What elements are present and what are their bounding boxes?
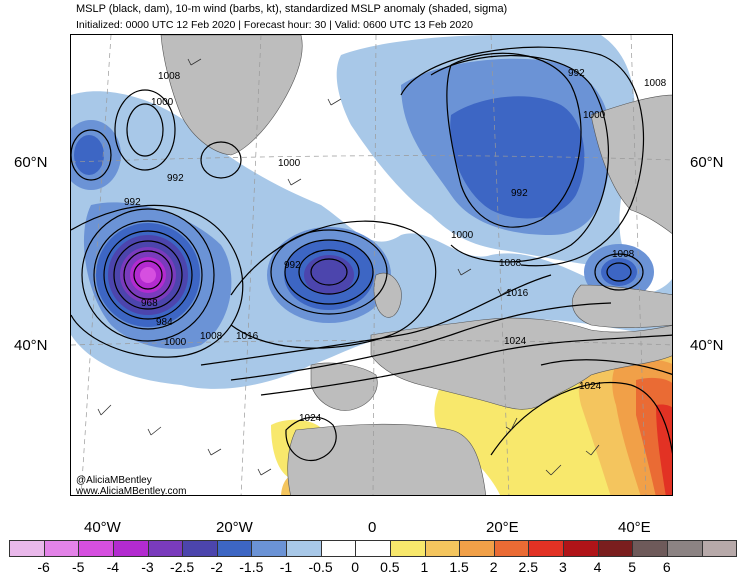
colorbar-tick-label: 3 (558, 559, 567, 575)
colorbar-tick-label: 5 (628, 559, 637, 575)
colorbar-tick-label: -2.5 (170, 559, 195, 575)
lat-label-left-60n: 60°N (14, 154, 48, 171)
lon-label-40e: 40°E (618, 519, 651, 536)
credit-handle: @AliciaMBentley (76, 475, 152, 486)
colorbar-swatch (9, 540, 45, 557)
map-title: MSLP (black, dam), 10-m wind (barbs, kt)… (76, 3, 508, 15)
colorbar-tick-label: 2 (489, 559, 498, 575)
isobar-label: 992 (284, 260, 301, 271)
colorbar-tick-label: -1.5 (239, 559, 264, 575)
colorbar-swatch (355, 540, 391, 557)
colorbar-swatch (424, 540, 461, 557)
lon-label-20e: 20°E (486, 519, 519, 536)
lat-label-right-60n: 60°N (690, 154, 724, 171)
isobar-label: 992 (124, 197, 141, 208)
isobar-label: 1008 (499, 258, 522, 269)
colorbar-swatch (632, 540, 668, 557)
britain (373, 272, 402, 318)
lat-label-left-40n: 40°N (14, 337, 48, 354)
colorbar-swatch (459, 540, 495, 557)
colorbar-swatch (389, 540, 426, 557)
isobar-label: 1016 (506, 288, 529, 299)
credit-text: @AliciaMBentley www.AliciaMBentley.com (76, 475, 186, 497)
wind-barbs (97, 58, 600, 476)
colorbar-tick-label: -4 (106, 559, 120, 575)
isobar-label: 1024 (299, 413, 322, 424)
isobar-label: 1008 (612, 249, 635, 260)
colorbar-swatch (216, 540, 253, 557)
isobar-label: 1008 (158, 71, 181, 82)
greenland (160, 35, 303, 156)
colorbar-swatch (320, 540, 357, 557)
iberia (310, 362, 378, 411)
colorbar-tick-label: -6 (37, 559, 50, 575)
isobar-label: 1000 (151, 97, 174, 108)
colorbar-tick-label: 2.5 (518, 559, 539, 575)
colorbar-tick-label: 6 (662, 559, 671, 575)
land-masses (160, 35, 672, 495)
isobar-label: 992 (511, 188, 528, 199)
isobar-label: 1016 (236, 331, 259, 342)
colorbar-swatch (666, 540, 703, 557)
isobar-label: 968 (141, 298, 158, 309)
isobar-label: 992 (167, 173, 184, 184)
map-subtitle: Initialized: 0000 UTC 12 Feb 2020 | Fore… (76, 19, 473, 31)
colorbar-swatch (493, 540, 530, 557)
credit-website: www.AliciaMBentley.com (76, 486, 187, 497)
isobar-label: 1008 (644, 78, 667, 89)
colorbar-swatch (251, 540, 287, 557)
colorbar (9, 540, 738, 557)
colorbar-swatch (78, 540, 114, 557)
lon-label-40w: 40°W (84, 519, 121, 536)
isobar-label: 1000 (278, 158, 301, 169)
isobar-label: 1024 (579, 381, 602, 392)
russia-south (572, 284, 672, 329)
europe-central (370, 317, 672, 410)
colorbar-swatch (563, 540, 599, 557)
isobar-label: 984 (156, 317, 173, 328)
colorbar-swatch (597, 540, 634, 557)
isobar-label: 1000 (451, 230, 474, 241)
colorbar-tick-label: -3 (141, 559, 154, 575)
north-africa-west (287, 423, 487, 495)
isobar-label: 992 (568, 68, 585, 79)
colorbar-swatch (528, 540, 564, 557)
colorbar-swatch (112, 540, 149, 557)
lon-label-0: 0 (368, 519, 377, 536)
colorbar-tick-label: -1 (279, 559, 293, 575)
colorbar-swatch (182, 540, 218, 557)
colorbar-swatch (147, 540, 184, 557)
colorbar-tick-label: 4 (593, 559, 602, 575)
lon-label-20w: 20°W (216, 519, 253, 536)
isobars (71, 46, 672, 461)
lat-label-right-40n: 40°N (690, 337, 724, 354)
colorbar-tick-label: 0 (351, 559, 360, 575)
map-canvas (71, 35, 672, 495)
isobar-label: 1000 (164, 337, 187, 348)
colorbar-swatch (286, 540, 322, 557)
map-panel: 1008 1000 992 992 1000 992 968 984 1000 … (70, 34, 673, 496)
isobar-label: 1000 (583, 110, 606, 121)
isobar-label: 1024 (504, 336, 527, 347)
colorbar-swatch (43, 540, 80, 557)
colorbar-tick-label: -2 (210, 559, 223, 575)
colorbar-tick-label: -0.5 (308, 559, 333, 575)
colorbar-tick-label: 0.5 (380, 559, 400, 575)
colorbar-tick-labels: -6 -5 -4 -3 -2.5 -2 -1.5 -1 -0.5 0 0.5 1 1.5 2 2.5 3 4 5 6 (0, 559, 753, 577)
colorbar-tick-label: -5 (72, 559, 85, 575)
isobar-label: 1008 (200, 331, 223, 342)
colorbar-tick-label: 1.5 (449, 559, 469, 575)
colorbar-tick-label: 1 (420, 559, 429, 575)
colorbar-swatch (701, 540, 738, 557)
